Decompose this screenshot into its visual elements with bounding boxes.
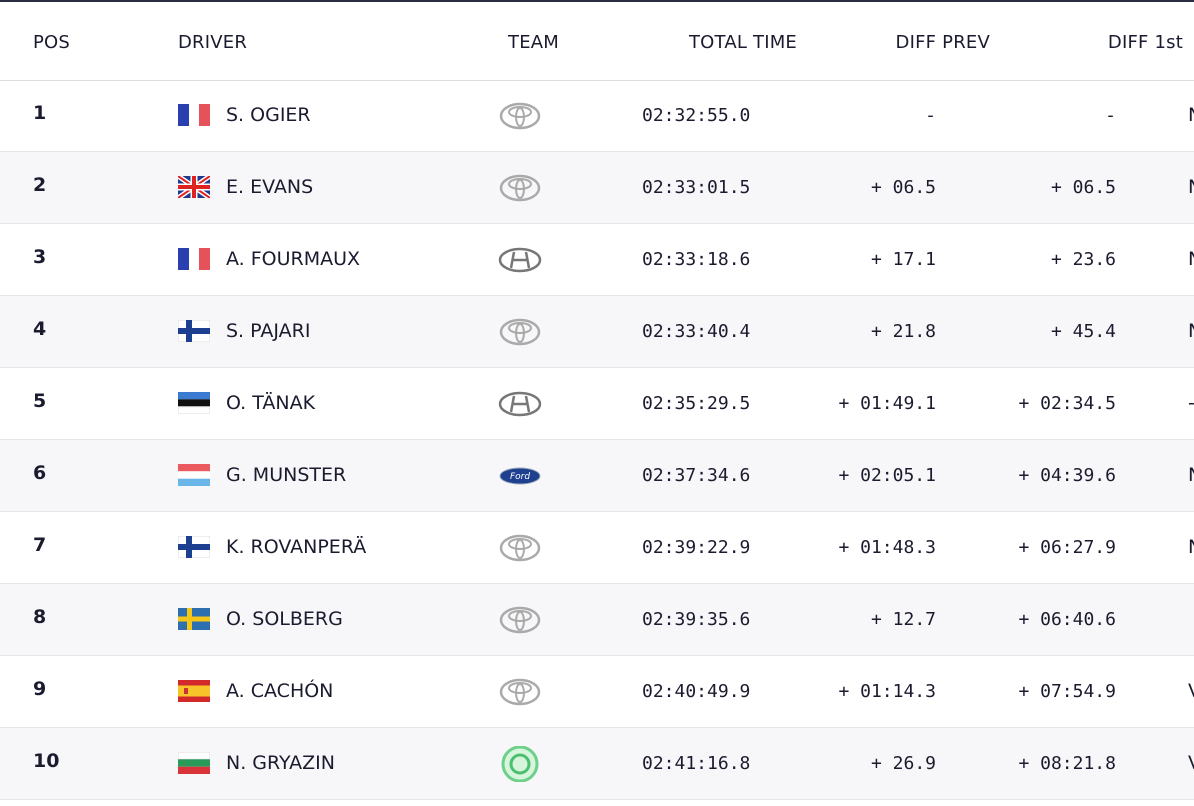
- cut-off-cell: N: [1188, 464, 1194, 486]
- diff-prev: + 21.8: [870, 321, 936, 342]
- diff-first: + 06:40.6: [1018, 609, 1116, 630]
- diff-first: + 06:27.9: [1018, 537, 1116, 558]
- diff-prev: + 01:48.3: [838, 537, 936, 558]
- result-row: 4 S. PAJARI 02:33:40.4 + 21.8 + 45.4 N: [0, 296, 1194, 368]
- position: 6: [33, 462, 47, 484]
- svg-text:Ford: Ford: [510, 472, 530, 482]
- team-logo: [498, 314, 542, 354]
- driver: O. TÄNAK: [226, 392, 316, 414]
- position: 10: [33, 750, 60, 772]
- position: 8: [33, 606, 47, 628]
- header-cell: TEAM: [508, 32, 560, 53]
- team-logo: [498, 674, 542, 714]
- total-time: 02:39:22.9: [642, 537, 751, 558]
- position: 7: [33, 534, 47, 556]
- diff-first: + 08:21.8: [1018, 753, 1116, 774]
- header-cell: DIFF 1st: [1107, 32, 1183, 53]
- flag: [178, 608, 210, 634]
- position: 3: [33, 246, 47, 268]
- total-time: 02:41:16.8: [642, 753, 751, 774]
- cut-off-cell: N: [1188, 248, 1194, 270]
- result-row: 2 E. EVANS 02:33:01.5 + 06.5 + 06.5 N: [0, 152, 1194, 224]
- team-logo: [498, 386, 542, 426]
- diff-prev: + 06.5: [870, 177, 936, 198]
- cut-off-cell: V: [1188, 752, 1194, 774]
- flag: [178, 680, 210, 706]
- flag: [177, 319, 211, 346]
- diff-first: + 04:39.6: [1018, 465, 1116, 486]
- result-row: 10 N. GRYAZIN 02:41:16.8 + 26.9 + 08:21.8 V: [0, 728, 1194, 800]
- header-cell: DRIVER: [178, 32, 248, 53]
- flag: [177, 535, 211, 562]
- total-time: 02:35:29.5: [642, 393, 751, 414]
- diff-prev: + 12.7: [870, 609, 936, 630]
- position: 9: [33, 678, 47, 700]
- diff-prev: + 01:14.3: [838, 681, 936, 702]
- diff-prev: + 01:49.1: [838, 393, 936, 414]
- result-row: 7 K. ROVANPERÄ 02:39:22.9 + 01:48.3 + 06:27.…: [0, 512, 1194, 584]
- header-cell: DIFF PREV: [895, 32, 990, 53]
- diff-first: + 45.4: [1050, 321, 1116, 342]
- diff-first: + 23.6: [1050, 249, 1116, 270]
- result-row: 5 O. TÄNAK 02:35:29.5 + 01:49.1 + 02:34.5 -: [0, 368, 1194, 440]
- team-logo: [498, 170, 542, 210]
- diff-prev: + 26.9: [870, 753, 936, 774]
- total-time: 02:33:18.6: [642, 249, 751, 270]
- diff-prev: + 17.1: [870, 249, 936, 270]
- total-time: 02:40:49.9: [642, 681, 751, 702]
- team-logo: [498, 242, 542, 282]
- cut-off-cell: N: [1188, 320, 1194, 342]
- driver: E. EVANS: [226, 176, 314, 198]
- diff-first: + 02:34.5: [1018, 393, 1116, 414]
- result-row: 6 G. MUNSTER Ford 02:37:34.6 + 02:05.1 + 04:3…: [0, 440, 1194, 512]
- flag: [176, 173, 212, 202]
- flag: [177, 751, 211, 778]
- cut-off-cell: N: [1188, 536, 1194, 558]
- cut-off-cell: -: [1188, 392, 1194, 414]
- team-logo: [498, 530, 542, 570]
- position: 1: [33, 102, 47, 124]
- diff-first: -: [1105, 105, 1116, 126]
- cut-off-cell: N: [1188, 104, 1194, 126]
- diff-first: + 06.5: [1050, 177, 1116, 198]
- driver: N. GRYAZIN: [226, 752, 335, 774]
- position: 4: [33, 318, 47, 340]
- driver: A. CACHÓN: [226, 680, 334, 702]
- driver: G. MUNSTER: [226, 464, 347, 486]
- driver: A. FOURMAUX: [226, 248, 361, 270]
- result-row: 3 A. FOURMAUX 02:33:18.6 + 17.1 + 23.6 N: [0, 224, 1194, 296]
- driver: O. SOLBERG: [226, 608, 343, 630]
- team-logo: Ford: [498, 458, 542, 498]
- header-row: POS DRIVER TEAM TOTAL TIME DIFF PREV DIF…: [0, 2, 1194, 81]
- total-time: 02:33:01.5: [642, 177, 751, 198]
- result-row: 1 S. OGIER 02:32:55.0 - - N: [0, 80, 1194, 152]
- position: 5: [33, 390, 47, 412]
- flag: [178, 464, 210, 490]
- header-cell: TOTAL TIME: [688, 32, 797, 53]
- flag: [177, 392, 211, 418]
- team-logo: [498, 745, 542, 786]
- driver: S. PAJARI: [226, 320, 311, 342]
- total-time: 02:33:40.4: [642, 321, 751, 342]
- team-logo: [498, 602, 542, 642]
- driver: S. OGIER: [226, 104, 311, 126]
- cut-off-cell: V: [1188, 680, 1194, 702]
- header-cell: POS: [33, 32, 71, 53]
- diff-first: + 07:54.9: [1018, 681, 1116, 702]
- total-time: 02:39:35.6: [642, 609, 751, 630]
- total-time: 02:32:55.0: [642, 105, 751, 126]
- diff-prev: -: [925, 105, 936, 126]
- diff-prev: + 02:05.1: [838, 465, 936, 486]
- flag: [178, 248, 210, 274]
- total-time: 02:37:34.6: [642, 465, 751, 486]
- result-row: 8 O. SOLBERG 02:39:35.6 + 12.7 + 06:40.6: [0, 584, 1194, 656]
- cut-off-cell: N: [1188, 176, 1194, 198]
- team-logo: [498, 98, 542, 138]
- position: 2: [33, 174, 47, 196]
- result-row: 9 A. CACHÓN 02:40:49.9 + 01:14.3 + 07:54.9 V: [0, 656, 1194, 728]
- flag: [178, 104, 210, 130]
- driver: K. ROVANPERÄ: [226, 536, 367, 558]
